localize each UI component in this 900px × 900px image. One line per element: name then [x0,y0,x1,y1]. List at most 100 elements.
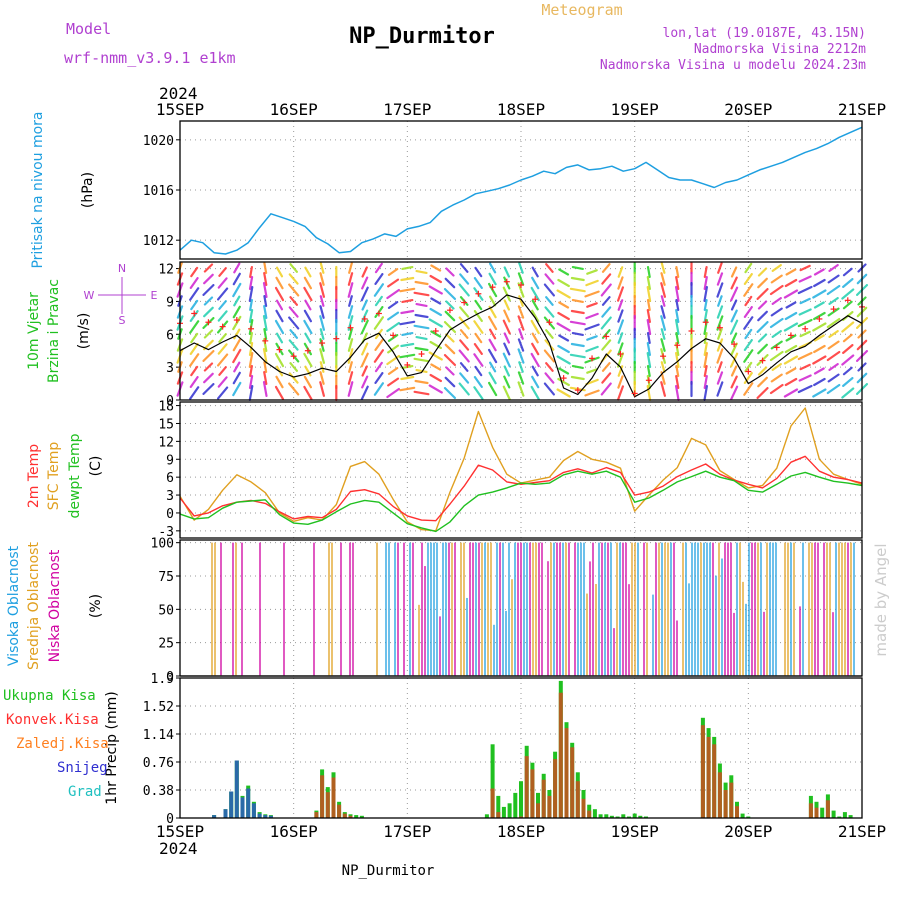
pressure-ylabel: Pritisak na nivou mora [30,111,46,268]
wind-gust-marker [475,290,482,297]
wind-barb [217,386,229,400]
wind-gust-marker [731,341,738,348]
wind-barb [842,300,853,310]
wind-barb [474,332,483,344]
wind-barb [756,288,769,300]
wind-barb [703,365,708,377]
wind-barb [518,328,524,340]
wind-barb [263,361,268,373]
wind-barb [203,263,214,273]
precip-convective-bar [331,777,336,818]
wind-barb [190,266,199,278]
wind-barb [319,282,325,298]
wind-key-e: E [151,289,158,302]
wind-barb [444,277,456,289]
wind-barb [488,272,497,286]
wind-barb [558,367,570,375]
wind-barb [275,276,284,290]
wind-barb [503,342,511,356]
wind-barb [303,276,312,290]
wind-barb [189,287,200,301]
wind-barb [743,382,754,396]
wind-barb [799,363,811,371]
precip-convective-bar [490,788,495,818]
wind-barb [413,390,430,396]
wind-barb [757,310,768,322]
wind-barb [674,385,680,401]
wind-gust-marker [802,325,809,332]
precip-total-bar [501,806,506,818]
wind-gust-marker [276,346,283,353]
wind-barb [288,372,299,384]
wind-barb [217,376,228,388]
wind-barb [783,355,799,365]
wind-barb [769,317,784,329]
wind-barb [798,275,812,283]
precip-total-bar [598,814,603,818]
wind-barb [232,348,242,364]
wind-barb [262,315,268,331]
wind-barb [770,307,783,317]
wind-barb [545,362,554,372]
precip-total-bar [638,815,643,818]
wind-barb [445,366,455,376]
wind-barb [730,342,738,356]
wind-barb [203,372,214,384]
wind-barb [769,350,784,362]
wind-barb [703,375,708,389]
pressure-border [179,120,863,260]
wind-barb [503,375,511,389]
wind-gust-marker [205,319,212,326]
wind-barb [386,288,400,300]
wind-barb [544,372,555,384]
wind-barb [489,361,497,373]
wind-barb [842,333,853,343]
wind-barb [543,283,556,297]
wind-barb [274,286,285,302]
wind-barb [743,273,753,285]
wind-barb [660,328,666,340]
wind-barb [730,286,739,302]
wind-barb [813,367,825,375]
wind-barb [586,269,598,275]
wind-barb [616,319,625,335]
wind-gust-marker [319,340,326,347]
precip-snow-bar [268,815,273,818]
wind-barb [502,286,511,302]
precip-convective-bar [337,804,342,818]
wind-barb [361,365,368,377]
wind-barb [347,381,354,397]
wind-barb [360,352,369,368]
wind-gust-marker [233,317,240,324]
wind-barb [190,365,199,377]
wind-barb [556,322,571,332]
wind-barb [586,302,598,308]
wind-barb [813,301,825,309]
wind-barb [531,266,539,278]
wind-gust-marker [631,390,638,397]
temperature-ytick-label: 18 [158,400,174,415]
precip-ytick-label: 1.52 [143,700,174,715]
wind-barb [842,267,853,277]
precip-total-bar [848,815,853,818]
wind-barb [601,339,612,351]
wind-barb [703,352,709,368]
wind-barb [503,299,510,311]
wind-barb [347,348,354,364]
wind-barb [374,262,383,274]
wind-barb [374,339,384,351]
wind-barb [674,319,680,335]
precip-total-bar [615,816,620,818]
wind-barb [798,308,812,316]
wind-barb [458,316,470,330]
precip-convective-bar [712,744,717,818]
precip-convective-bar [553,759,558,818]
wind-barb [319,315,325,331]
wind-barb [716,371,724,385]
wind-barb [646,342,652,356]
wind-barb [374,361,383,373]
wind-barb [756,321,769,333]
wind-ytick-label: 9 [166,295,174,310]
wind-gust-marker [361,315,368,322]
